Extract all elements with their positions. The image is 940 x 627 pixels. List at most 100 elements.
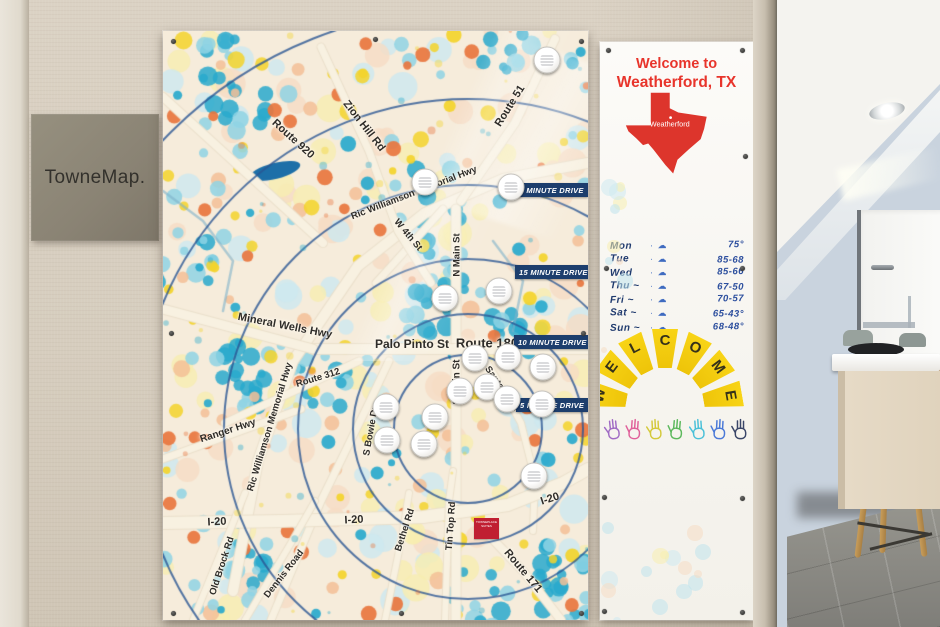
- pastel-dot: [600, 178, 619, 197]
- asl-hand-icon: [688, 414, 709, 445]
- badge-fine-print: [501, 352, 515, 362]
- road-label: N Main St: [451, 233, 463, 277]
- pastel-dot: [601, 347, 608, 354]
- badge-fine-print: [504, 182, 518, 192]
- pastel-dot: [694, 570, 703, 579]
- mounting-screw: [579, 611, 584, 616]
- weather-temp: 67-50: [717, 281, 745, 293]
- glass-partition-bar: [863, 322, 915, 328]
- weather-day: Sun ~: [609, 322, 641, 334]
- weather-day: Fri ~: [609, 295, 634, 307]
- weather-temp: 68-48°: [712, 320, 745, 333]
- mounting-screw: [581, 331, 586, 336]
- texas-weatherford-label: Weatherford: [650, 119, 690, 128]
- wall-corner-right: [753, 0, 777, 627]
- drive-time-banner: 10 MINUTE DRIVE: [514, 335, 588, 349]
- mounting-screw: [604, 266, 609, 271]
- texas-silhouette: Weatherford: [624, 91, 712, 177]
- weather-day: Tue: [609, 253, 630, 265]
- background-chair: [899, 333, 926, 347]
- mounting-screw: [579, 39, 584, 44]
- asl-hand-icon: [624, 414, 645, 445]
- weather-day: Sat ~: [609, 307, 637, 319]
- map-pin-badge: [494, 343, 522, 371]
- weather-temp: 75°: [728, 239, 745, 251]
- pastel-dot: [652, 547, 669, 565]
- pastel-dot: [601, 583, 617, 598]
- asl-hand-icon: [709, 415, 730, 446]
- map-pin-badge: [410, 430, 438, 458]
- pastel-dot: [665, 550, 682, 566]
- counter-top: [832, 354, 940, 371]
- asl-hand-icon: [731, 415, 750, 445]
- map-pin-badge: [446, 377, 474, 405]
- map-pin-badge: [497, 173, 525, 201]
- map-pin-badge: [461, 344, 489, 372]
- mounting-screw: [399, 611, 404, 616]
- counter-front-panel: [838, 371, 940, 509]
- pastel-dot: [609, 204, 620, 215]
- badge-fine-print: [535, 399, 549, 409]
- mounting-screw: [602, 609, 607, 614]
- pastel-dot: [676, 583, 692, 599]
- badge-fine-print: [540, 55, 554, 65]
- weather-day: Mon: [609, 240, 633, 253]
- mounting-screw: [171, 611, 176, 616]
- pastel-dot: [652, 598, 669, 615]
- pastel-dot: [678, 561, 692, 576]
- badge-fine-print: [536, 362, 550, 372]
- mounting-screw: [169, 331, 174, 336]
- badge-fine-print: [380, 435, 394, 445]
- asl-hand-icon: [602, 414, 624, 446]
- badge-fine-print: [453, 386, 467, 396]
- welcome-heading: Welcome to Weatherford, TX: [600, 55, 753, 93]
- pastel-dot: [640, 565, 652, 578]
- weather-day: Wed: [609, 268, 633, 280]
- mounting-screw: [602, 495, 607, 500]
- map-pin-badge: [520, 462, 548, 490]
- weather-temp: 85-68: [717, 254, 745, 266]
- pastel-dot: [609, 183, 627, 201]
- weatherford-marker-dot: [669, 116, 672, 120]
- road-label: Palo Pinto St: [374, 337, 450, 351]
- welcome-fan-tile: E: [701, 381, 744, 413]
- hallway-background: [777, 0, 940, 627]
- weather-cloud-doodle-icon: · ☁: [649, 267, 668, 278]
- mounting-screw: [373, 37, 378, 42]
- pastel-dot: [687, 525, 703, 541]
- badge-fine-print: [492, 286, 506, 296]
- mounting-screw: [606, 48, 611, 53]
- welcome-whiteboard-panel: Welcome to Weatherford, TX Weatherford M…: [600, 42, 753, 620]
- mounting-screw: [740, 610, 745, 615]
- background-table: [848, 343, 904, 356]
- texas-shape: [625, 92, 707, 174]
- welcome-heading-line1: Welcome to: [635, 56, 718, 72]
- map-pin-badge: [485, 277, 513, 305]
- badge-fine-print: [379, 402, 393, 412]
- mounting-screw: [740, 266, 745, 271]
- map-pin-badge: [421, 403, 449, 431]
- townemap-plaque-title: TowneMap.: [44, 166, 146, 188]
- wall-corner-left: [0, 0, 29, 627]
- badge-fine-print: [480, 382, 494, 392]
- asl-hand-icon: [646, 415, 667, 446]
- map-pin-badge: [528, 390, 556, 418]
- door-handle: [871, 265, 894, 270]
- weather-row: Mon · ☁ 75°: [610, 238, 744, 253]
- pastel-dot: [660, 550, 669, 560]
- map-pin-badge: [533, 46, 561, 74]
- drive-time-banner: 20 MINUTE DRIVE: [511, 183, 588, 197]
- weather-cloud-doodle-icon: · ☁: [649, 294, 668, 306]
- weather-cloud-doodle-icon: · ☁: [649, 280, 668, 291]
- map-pin-badge: [411, 168, 439, 196]
- pastel-dot: [687, 575, 704, 591]
- badge-fine-print: [438, 293, 452, 303]
- pastel-dot: [612, 616, 621, 620]
- pastel-dot: [600, 571, 618, 589]
- townemap-map-board: TOWNEPLACE SUITES Route 920 Zion Hill Rd R…: [163, 31, 588, 620]
- map-pin-badge: [431, 284, 459, 312]
- townemap-plaque: TowneMap.: [31, 114, 159, 241]
- welcome-heading-line2: Weatherford, TX: [616, 74, 737, 92]
- badge-fine-print: [527, 471, 541, 481]
